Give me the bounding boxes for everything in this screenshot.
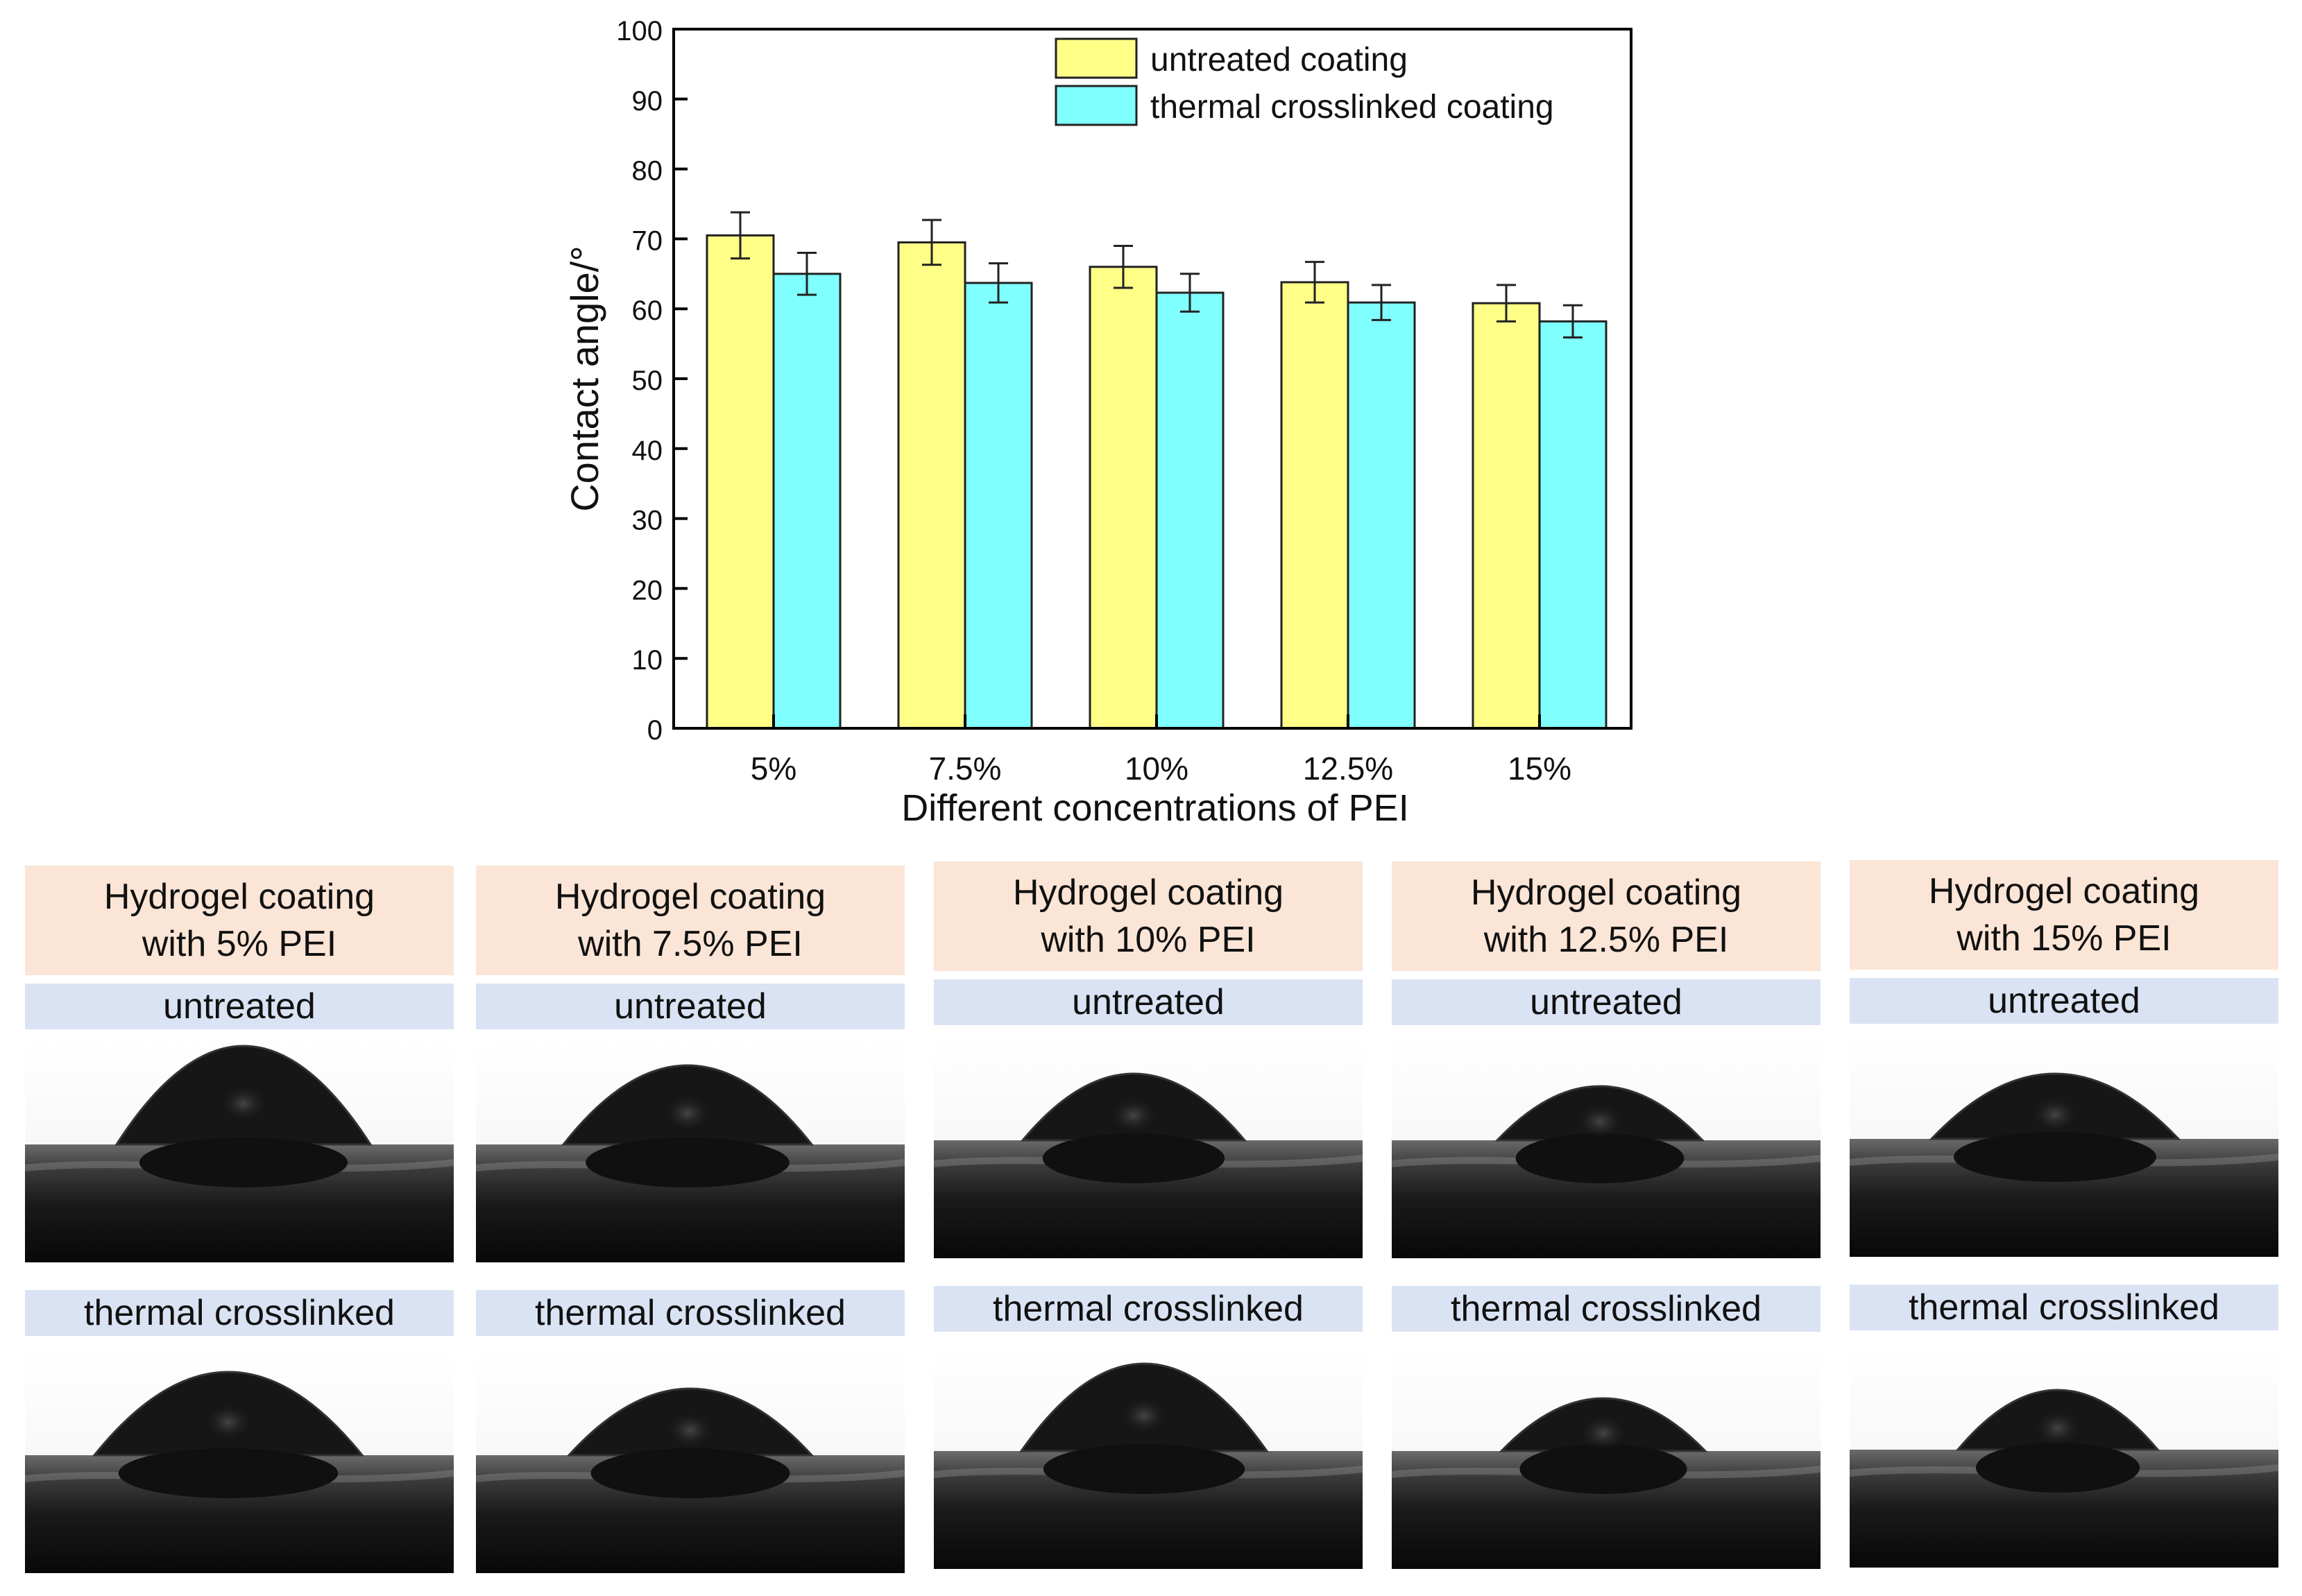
bar-0-1 bbox=[897, 241, 966, 730]
crosslinked-label: thermal crosslinked bbox=[1392, 1286, 1821, 1332]
x-tick-label-1: 7.5% bbox=[929, 750, 1002, 787]
legend-swatch-untreated bbox=[1055, 37, 1138, 79]
error-bar-0-4 bbox=[1497, 284, 1516, 323]
legend-swatch-crosslinked bbox=[1055, 85, 1138, 126]
y-tick-label-2: 20 bbox=[632, 575, 663, 606]
y-tick-label-1: 10 bbox=[632, 645, 663, 676]
bar-0-2 bbox=[1089, 266, 1158, 730]
bars-layer bbox=[706, 211, 1608, 730]
error-bar-0-2 bbox=[1114, 244, 1133, 289]
untreated-label: untreated bbox=[934, 979, 1363, 1025]
crosslinked-droplet-photo bbox=[1392, 1347, 1821, 1569]
untreated-label: untreated bbox=[1850, 978, 2278, 1024]
panel-title: Hydrogel coating with 12.5% PEI bbox=[1392, 861, 1821, 971]
untreated-droplet-photo bbox=[934, 1036, 1363, 1258]
error-bar-1-0 bbox=[797, 252, 817, 296]
panel-0: Hydrogel coating with 5% PEI untreated ther… bbox=[25, 866, 454, 1580]
bar-1-2 bbox=[1155, 291, 1225, 730]
bar-0-3 bbox=[1280, 281, 1349, 730]
error-bar-1-4 bbox=[1563, 304, 1583, 339]
panel-title-line2: with 7.5% PEI bbox=[578, 924, 803, 964]
x-tick-label-0: 5% bbox=[751, 750, 796, 787]
bar-1-0 bbox=[772, 273, 842, 730]
panel-title: Hydrogel coating with 15% PEI bbox=[1850, 860, 2278, 970]
contact-angle-bar-chart: 0 10 20 30 40 50 60 70 80 90 100 5% 7.5% 10% 12.5% 15%… bbox=[563, 16, 1632, 829]
legend-label-crosslinked: thermal crosslinked coating bbox=[1150, 89, 1554, 126]
y-tick-label-9: 90 bbox=[632, 86, 663, 117]
crosslinked-label: thermal crosslinked bbox=[25, 1290, 454, 1336]
panel-title-line2: with 15% PEI bbox=[1956, 918, 2172, 959]
bar-1-4 bbox=[1538, 320, 1608, 730]
y-tick-label-0: 0 bbox=[647, 715, 663, 746]
untreated-droplet-photo bbox=[25, 1040, 454, 1262]
error-bar-1-1 bbox=[989, 262, 1008, 304]
panel-title: Hydrogel coating with 5% PEI bbox=[25, 866, 454, 975]
y-tick-label-10: 100 bbox=[616, 16, 663, 46]
panel-3: Hydrogel coating with 12.5% PEI untreated t… bbox=[1392, 861, 1821, 1576]
panel-title-line1: Hydrogel coating bbox=[103, 877, 375, 917]
x-axis: 5% 7.5% 10% 12.5% 15% bbox=[751, 714, 1571, 787]
panel-2: Hydrogel coating with 10% PEI untreated the… bbox=[934, 861, 1363, 1576]
error-bar-0-1 bbox=[922, 218, 941, 266]
bar-1-1 bbox=[964, 282, 1033, 730]
x-axis-title: Different concentrations of PEI bbox=[901, 787, 1408, 829]
untreated-label: untreated bbox=[25, 984, 454, 1029]
untreated-droplet-photo bbox=[1392, 1036, 1821, 1258]
y-tick-label-5: 50 bbox=[632, 366, 663, 396]
crosslinked-label: thermal crosslinked bbox=[476, 1290, 905, 1336]
error-bar-0-0 bbox=[731, 211, 750, 260]
bar-0-4 bbox=[1472, 302, 1541, 730]
error-bar-0-3 bbox=[1305, 261, 1324, 304]
panel-title-line2: with 10% PEI bbox=[1041, 920, 1256, 960]
y-tick-label-8: 80 bbox=[632, 156, 663, 187]
panel-title: Hydrogel coating with 7.5% PEI bbox=[476, 866, 905, 975]
panel-title-line2: with 12.5% PEI bbox=[1483, 920, 1729, 960]
crosslinked-droplet-photo bbox=[25, 1351, 454, 1573]
x-tick-label-2: 10% bbox=[1125, 750, 1188, 787]
panel-title-line1: Hydrogel coating bbox=[1012, 873, 1284, 913]
y-tick-label-6: 60 bbox=[632, 295, 663, 326]
panel-title: Hydrogel coating with 10% PEI bbox=[934, 861, 1363, 971]
bar-0-0 bbox=[706, 234, 775, 730]
panel-1: Hydrogel coating with 7.5% PEI untreated th… bbox=[476, 866, 905, 1580]
untreated-label: untreated bbox=[1392, 979, 1821, 1025]
untreated-droplet-photo bbox=[476, 1040, 905, 1262]
error-bar-1-3 bbox=[1372, 284, 1391, 321]
crosslinked-label: thermal crosslinked bbox=[934, 1286, 1363, 1332]
y-tick-label-4: 40 bbox=[632, 436, 663, 466]
x-tick-label-3: 12.5% bbox=[1303, 750, 1393, 787]
bar-1-3 bbox=[1347, 301, 1416, 730]
untreated-label: untreated bbox=[476, 984, 905, 1029]
panel-title-line1: Hydrogel coating bbox=[554, 877, 826, 917]
legend: untreated coating thermal crosslinked co… bbox=[1055, 37, 1554, 126]
untreated-droplet-photo bbox=[1850, 1035, 2278, 1257]
panel-title-line1: Hydrogel coating bbox=[1928, 871, 2200, 911]
crosslinked-label: thermal crosslinked bbox=[1850, 1285, 2278, 1330]
y-axis: 0 10 20 30 40 50 60 70 80 90 100 bbox=[616, 16, 688, 746]
crosslinked-droplet-photo bbox=[1850, 1346, 2278, 1568]
legend-label-untreated: untreated coating bbox=[1150, 42, 1408, 78]
panel-title-line2: with 5% PEI bbox=[142, 924, 337, 964]
y-tick-label-3: 30 bbox=[632, 506, 663, 536]
crosslinked-droplet-photo bbox=[476, 1351, 905, 1573]
crosslinked-droplet-photo bbox=[934, 1347, 1363, 1569]
y-tick-label-7: 70 bbox=[632, 225, 663, 256]
y-axis-title: Contact angle/° bbox=[563, 246, 606, 512]
x-tick-label-4: 15% bbox=[1508, 750, 1571, 787]
panel-title-line1: Hydrogel coating bbox=[1470, 873, 1742, 913]
panel-4: Hydrogel coating with 15% PEI untreated the… bbox=[1850, 860, 2278, 1574]
error-bar-1-2 bbox=[1180, 273, 1200, 313]
